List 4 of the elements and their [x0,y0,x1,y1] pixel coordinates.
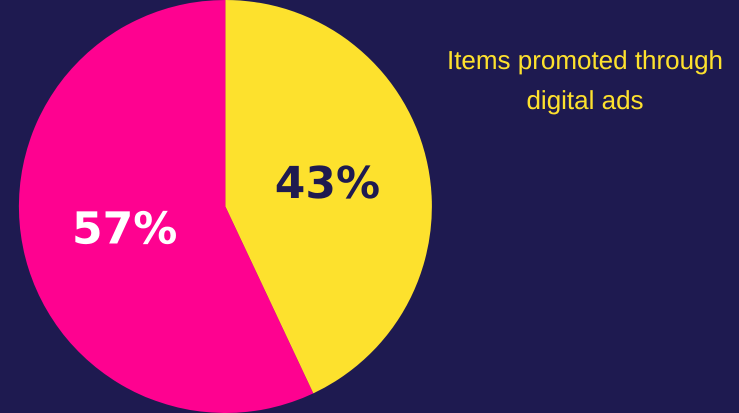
data-label: 43% [274,158,380,210]
data-label: 57% [72,204,178,255]
slice-label: Items promoted through digital ads [446,44,724,117]
pie-slice [225,0,432,394]
